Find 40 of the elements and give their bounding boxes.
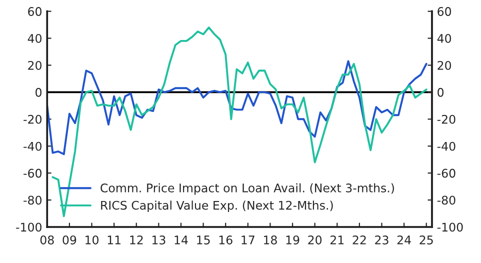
x-tick-label: 12 bbox=[130, 236, 143, 244]
y2-tick-label: -60 bbox=[437, 168, 456, 178]
x-tick-label: 08 bbox=[40, 236, 54, 244]
y2-tick-label: 20 bbox=[438, 60, 452, 70]
y2-tick-label: 60 bbox=[438, 7, 452, 16]
x-tick-label: 14 bbox=[174, 236, 188, 244]
x-tick-label: 11 bbox=[108, 236, 120, 244]
y-tick-label: -100 bbox=[16, 222, 42, 232]
y2-tick-label: 40 bbox=[437, 34, 452, 43]
line-series bbox=[47, 60, 428, 156]
y-tick-label: -60 bbox=[24, 168, 42, 178]
y-tick-label: -40 bbox=[24, 142, 42, 151]
x-tick-label: 20 bbox=[308, 236, 322, 244]
x-tick-label: 13 bbox=[152, 236, 166, 244]
y2-tick-label: -100 bbox=[437, 222, 463, 232]
y-tick-label: 0 bbox=[36, 88, 42, 97]
x-tick-label: 10 bbox=[86, 236, 98, 244]
y2-tick-label: -40 bbox=[437, 142, 456, 151]
x-tick-label: 21 bbox=[330, 236, 344, 244]
x-tick-label: 16 bbox=[219, 236, 232, 244]
legend-label: RICS Capital Value Exp. (Next 12-Mths.) bbox=[101, 200, 333, 212]
y-tick-label: 20 bbox=[28, 60, 42, 70]
line-series bbox=[52, 26, 428, 218]
x-tick-label: 22 bbox=[352, 236, 366, 244]
x-tick-label: 19 bbox=[286, 236, 300, 244]
y2-tick-label: 0 bbox=[438, 88, 444, 97]
x-tick-label: 15 bbox=[197, 236, 210, 244]
legend-label: Comm. Price Impact on Loan Avail. (Next 3-mths.) bbox=[100, 183, 394, 195]
x-tick-label: 17 bbox=[242, 236, 254, 244]
y-tick-label: 40 bbox=[28, 34, 42, 43]
x-tick-label: 18 bbox=[264, 236, 277, 244]
x-tick-label: 25 bbox=[420, 236, 433, 244]
y-tick-label: -20 bbox=[24, 114, 42, 124]
y2-tick-label: -20 bbox=[437, 114, 456, 124]
x-tick-label: 09 bbox=[62, 236, 76, 244]
y-tick-label: 60 bbox=[28, 7, 42, 16]
x-tick-label: 24 bbox=[397, 236, 411, 244]
y-tick-label: -80 bbox=[24, 196, 42, 205]
x-tick-label: 23 bbox=[375, 236, 388, 244]
y2-tick-label: -80 bbox=[437, 196, 456, 205]
